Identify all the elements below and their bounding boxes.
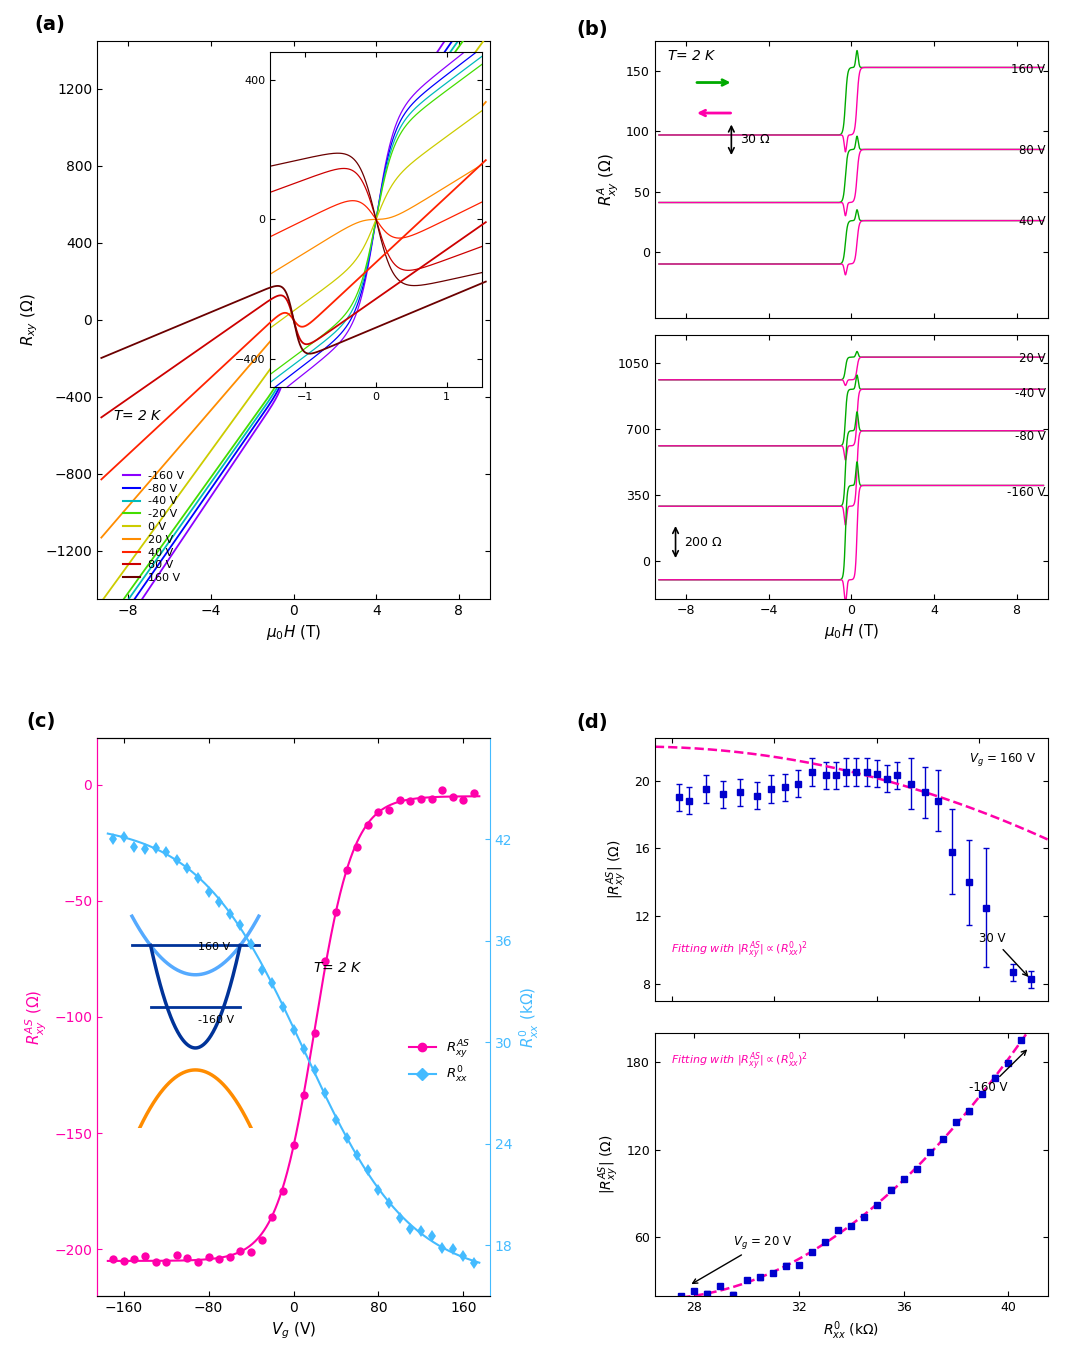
Text: $T$= 2 K: $T$= 2 K xyxy=(313,962,363,975)
Text: -160 V: -160 V xyxy=(969,1050,1026,1094)
X-axis label: $V_g$ (V): $V_g$ (V) xyxy=(271,1320,316,1341)
Text: -80 V: -80 V xyxy=(1014,430,1045,443)
Text: $T$= 2 K: $T$= 2 K xyxy=(113,409,163,423)
Text: (c): (c) xyxy=(27,712,56,731)
Text: 200 $\Omega$: 200 $\Omega$ xyxy=(684,536,723,548)
Text: (d): (d) xyxy=(577,712,608,731)
Y-axis label: $|R^{AS}_{xy}|$ ($\Omega$): $|R^{AS}_{xy}|$ ($\Omega$) xyxy=(604,840,629,899)
X-axis label: $\mu_0H$ (T): $\mu_0H$ (T) xyxy=(824,622,879,641)
Y-axis label: $R^{AS}_{xy}$ ($\Omega$): $R^{AS}_{xy}$ ($\Omega$) xyxy=(24,989,49,1045)
Y-axis label: $R^A_{xy}$ ($\Omega$): $R^A_{xy}$ ($\Omega$) xyxy=(595,153,621,206)
Text: Fitting with $|R^{AS}_{xy}| \propto (R^0_{xx})^2$: Fitting with $|R^{AS}_{xy}| \propto (R^0… xyxy=(671,1050,808,1072)
X-axis label: $R^0_{xx}$ (k$\Omega$): $R^0_{xx}$ (k$\Omega$) xyxy=(823,1319,879,1342)
Text: Fitting with $|R^{AS}_{xy}| \propto (R^0_{xx})^2$: Fitting with $|R^{AS}_{xy}| \propto (R^0… xyxy=(671,940,808,962)
Text: 160 V: 160 V xyxy=(1011,63,1045,75)
Text: 20 V: 20 V xyxy=(1018,352,1045,366)
Text: $V_g$ = 20 V: $V_g$ = 20 V xyxy=(692,1234,793,1284)
Y-axis label: $|R^{AS}_{xy}|$ ($\Omega$): $|R^{AS}_{xy}|$ ($\Omega$) xyxy=(596,1135,621,1194)
X-axis label: $\mu_0H$ (T): $\mu_0H$ (T) xyxy=(266,623,321,642)
Legend: $R^{AS}_{xy}$, $R^0_{xx}$: $R^{AS}_{xy}$, $R^0_{xx}$ xyxy=(404,1033,475,1091)
Text: 80 V: 80 V xyxy=(1020,145,1045,157)
Text: -40 V: -40 V xyxy=(1014,387,1045,400)
Y-axis label: $R^0_{xx}$ (k$\Omega$): $R^0_{xx}$ (k$\Omega$) xyxy=(518,986,541,1048)
Text: 30 $\Omega$: 30 $\Omega$ xyxy=(740,134,771,146)
Text: (a): (a) xyxy=(35,15,65,34)
Text: -160 V: -160 V xyxy=(1007,486,1045,499)
Y-axis label: $R_{xy}$ ($\Omega$): $R_{xy}$ ($\Omega$) xyxy=(19,293,40,346)
Text: 40 V: 40 V xyxy=(1018,216,1045,228)
Text: $T$= 2 K: $T$= 2 K xyxy=(666,49,716,63)
Legend: -160 V, -80 V, -40 V, -20 V, 0 V, 20 V, 40 V, 80 V, 160 V: -160 V, -80 V, -40 V, -20 V, 0 V, 20 V, … xyxy=(119,466,189,588)
Text: (b): (b) xyxy=(577,20,608,40)
Text: $V_g$ = 160 V: $V_g$ = 160 V xyxy=(969,752,1036,768)
Text: 30 V: 30 V xyxy=(980,932,1027,975)
